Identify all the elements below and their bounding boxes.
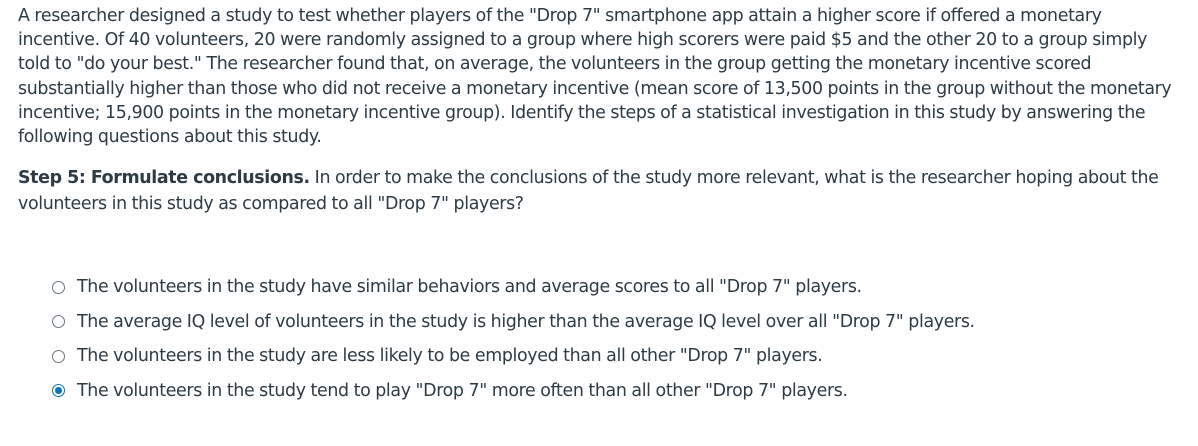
- step-title: Step 5: Formulate conclusions.: [18, 168, 310, 189]
- answer-label: The volunteers in the study tend to play…: [77, 380, 848, 401]
- answer-label: The volunteers in the study have similar…: [77, 277, 862, 298]
- answer-list: The volunteers in the study have similar…: [18, 270, 1180, 408]
- step-text: In order to make the conclusions of the …: [18, 168, 1159, 215]
- answer-label: The average IQ level of volunteers in th…: [77, 311, 975, 332]
- answer-option-3[interactable]: The volunteers in the study are less lik…: [52, 339, 1180, 374]
- radio-button-icon[interactable]: [52, 315, 65, 329]
- answer-option-2[interactable]: The average IQ level of volunteers in th…: [52, 305, 1180, 340]
- question-stem: A researcher designed a study to test wh…: [18, 6, 1172, 148]
- answer-label: The volunteers in the study are less lik…: [77, 346, 823, 367]
- question-container: A researcher designed a study to test wh…: [18, 6, 1180, 408]
- radio-button-icon[interactable]: [52, 280, 65, 294]
- question-prompt: Step 5: Formulate conclusions. In order …: [18, 165, 1180, 217]
- radio-button-icon[interactable]: [52, 349, 65, 363]
- answer-option-4[interactable]: The volunteers in the study tend to play…: [52, 374, 1180, 409]
- answer-option-1[interactable]: The volunteers in the study have similar…: [52, 270, 1180, 305]
- radio-button-selected-icon[interactable]: [52, 384, 65, 398]
